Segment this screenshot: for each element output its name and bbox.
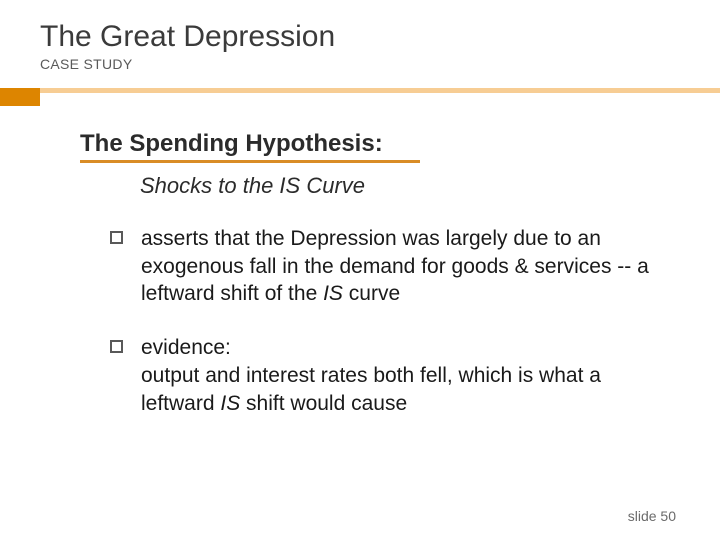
subtitle-is: IS: [279, 173, 300, 198]
bullet-marker-icon: [110, 340, 123, 353]
bullet-is: IS: [323, 282, 343, 305]
list-item: evidence: output and interest rates both…: [110, 334, 670, 417]
subtitle-prefix: Shocks to the: [140, 173, 279, 198]
accent-block: [0, 88, 40, 106]
section-subtitle: Shocks to the IS Curve: [140, 173, 670, 199]
content-area: The Spending Hypothesis: Shocks to the I…: [0, 106, 720, 417]
accent-bar: [0, 88, 720, 106]
section-title: The Spending Hypothesis:: [80, 130, 670, 158]
list-item: asserts that the Depression was largely …: [110, 225, 670, 308]
bullet-list: asserts that the Depression was largely …: [80, 225, 670, 417]
bullet-marker-icon: [110, 231, 123, 244]
title-block: The Great Depression CASE STUDY: [0, 0, 720, 72]
slide: The Great Depression CASE STUDY The Spen…: [0, 0, 720, 540]
bullet-text: evidence: output and interest rates both…: [141, 334, 670, 417]
section-underline: [80, 160, 420, 163]
subtitle-suffix: Curve: [300, 173, 365, 198]
slide-number: slide 50: [628, 508, 676, 524]
bullet-is: IS: [220, 392, 240, 415]
slide-title: The Great Depression: [40, 20, 720, 54]
bullet-text-part: curve: [343, 282, 400, 305]
bullet-text-part: shift would cause: [240, 392, 407, 415]
case-study-label: CASE STUDY: [40, 56, 720, 72]
bullet-text: asserts that the Depression was largely …: [141, 225, 670, 308]
accent-line: [40, 88, 720, 93]
